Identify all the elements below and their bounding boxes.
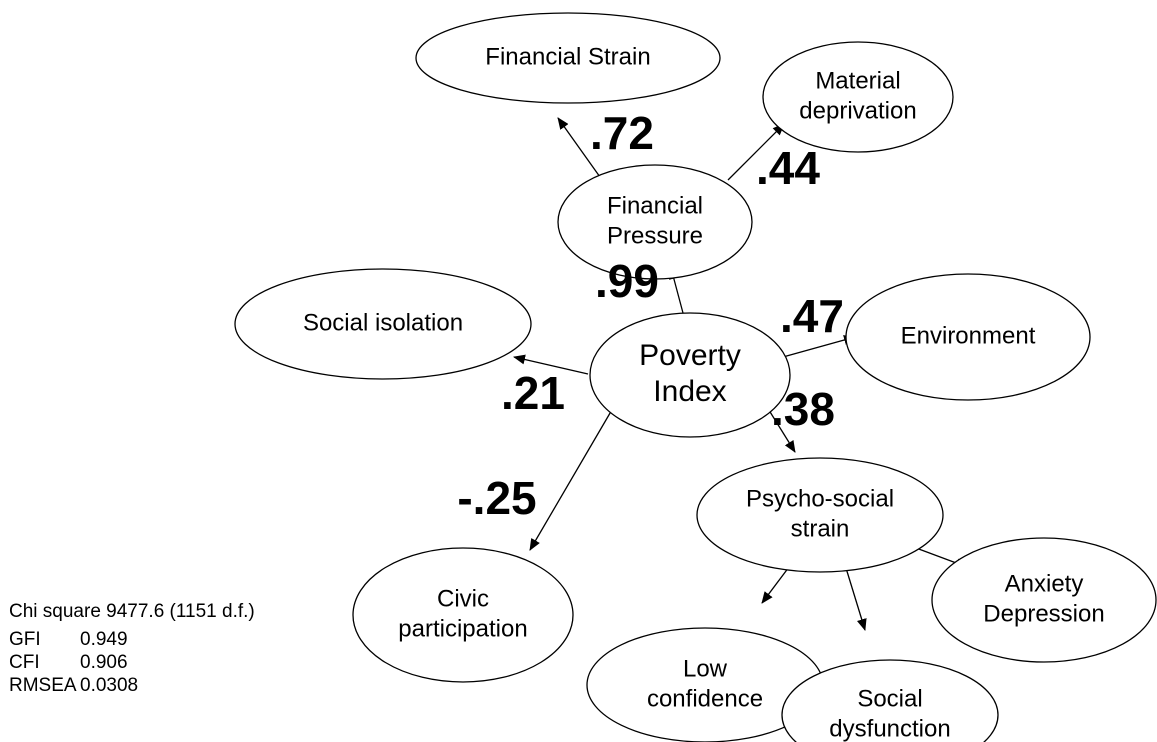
stat-label: Chi square 9477.6 (1151 d.f.) [9, 601, 255, 622]
node-label: participation [398, 615, 527, 642]
node-label: Environment [901, 322, 1036, 349]
path-coefficient: .72 [590, 107, 654, 159]
financial-strain: Financial Strain [415, 12, 721, 104]
stat-label: RMSEA [9, 675, 77, 696]
node-label: Social isolation [303, 309, 463, 336]
node-label: Index [653, 375, 726, 408]
path-coefficient: .47 [780, 290, 844, 342]
node-ellipse [234, 268, 532, 380]
node-label: Depression [983, 600, 1104, 627]
psycho-social-strain: Psycho-social strain [696, 457, 944, 573]
stat-value: 0.906 [80, 652, 128, 673]
stat-value: 0.949 [80, 629, 128, 650]
arrow [529, 407, 614, 551]
node-ellipse [762, 41, 954, 153]
node-label: Social [857, 685, 922, 712]
path-coefficient: .99 [595, 255, 659, 307]
coefficients: .72 .44 .99 .21 .47 .38 -.25 [457, 107, 844, 524]
environment: Environment [845, 273, 1091, 401]
node-label: Poverty [639, 339, 741, 372]
path-coefficient: .21 [501, 367, 565, 419]
node-label: Material [815, 67, 900, 94]
node-label: strain [791, 515, 850, 542]
civic-participation: Civic participation [352, 547, 574, 683]
node-label: Anxiety [1005, 570, 1084, 597]
nodes: Financial Strain Material deprivation Finan… [234, 12, 1157, 742]
node-label: deprivation [799, 97, 916, 124]
stat-label: GFI [9, 629, 41, 650]
financial-pressure: Financial Pressure [557, 164, 753, 280]
arrow [557, 117, 601, 178]
fit-statistics: Chi square 9477.6 (1151 d.f.) GFI 0.949 CFI… [9, 601, 255, 696]
node-label: Psycho-social [746, 485, 894, 512]
node-ellipse [931, 537, 1157, 663]
node-ellipse [557, 164, 753, 280]
node-ellipse [845, 273, 1091, 401]
stat-label: CFI [9, 652, 40, 673]
node-label: Civic [437, 585, 489, 612]
node-label: dysfunction [829, 715, 950, 742]
stat-value: 0.0308 [80, 675, 138, 696]
social-isolation: Social isolation [234, 268, 532, 380]
social-dysfunction: Social dysfunction [781, 659, 999, 742]
node-label: Low [683, 655, 728, 682]
node-ellipse [781, 659, 999, 742]
node-label: confidence [647, 685, 763, 712]
path-coefficient: -.25 [457, 472, 536, 524]
anxiety-depression: Anxiety Depression [931, 537, 1157, 663]
low-confidence: Low confidence [586, 627, 824, 742]
path-coefficient: .44 [756, 142, 820, 194]
node-ellipse [415, 12, 721, 104]
arrow [727, 123, 785, 181]
node-label: Pressure [607, 222, 703, 249]
node-label: Financial Strain [485, 43, 650, 70]
arrow [766, 406, 796, 453]
node-ellipse [589, 312, 791, 438]
node-ellipse [696, 457, 944, 573]
node-ellipse [352, 547, 574, 683]
material-deprivation: Material deprivation [762, 41, 954, 153]
arrow [513, 354, 589, 375]
node-label: Financial [607, 192, 703, 219]
path-coefficient: .38 [771, 383, 835, 435]
